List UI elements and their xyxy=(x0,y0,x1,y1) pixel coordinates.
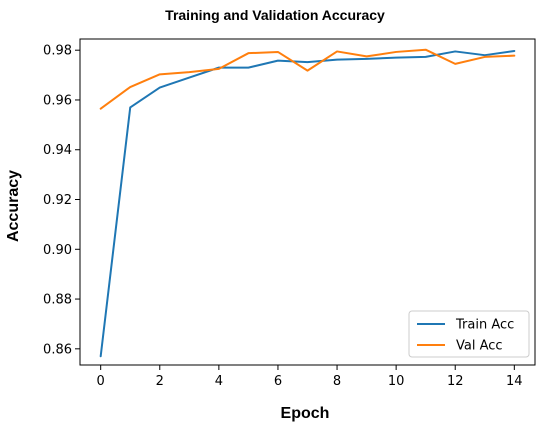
legend-label-0: Train Acc xyxy=(455,318,514,333)
y-tick-label: 0.92 xyxy=(43,193,72,208)
x-tick-label: 14 xyxy=(506,374,523,389)
x-tick-label: 4 xyxy=(215,374,223,389)
y-tick-label: 0.94 xyxy=(43,143,72,158)
x-axis-title: Epoch xyxy=(281,405,330,422)
x-tick-label: 0 xyxy=(97,374,105,389)
series-line-0 xyxy=(99,49,516,358)
legend-label-1: Val Acc xyxy=(456,339,503,354)
series-line-1 xyxy=(99,48,516,110)
axes: 0 2 4 6 8 10 12 14 0.86 0.88 0.90 0.92 0.94 0.96 0.98 xyxy=(43,38,536,389)
series-layer xyxy=(99,48,516,358)
x-tick-label: 10 xyxy=(388,374,405,389)
y-tick-label: 0.96 xyxy=(43,93,72,108)
y-tick-label: 0.98 xyxy=(43,44,72,59)
y-tick-label: 0.90 xyxy=(43,243,72,258)
chart-title: Training and Validation Accuracy xyxy=(165,7,385,23)
x-tick-label: 12 xyxy=(447,374,464,389)
plot-frame xyxy=(79,38,536,366)
legend: Train Acc Val Acc xyxy=(408,310,530,358)
y-tick-label: 0.86 xyxy=(43,342,72,357)
x-tick-label: 6 xyxy=(274,374,282,389)
x-tick-label: 8 xyxy=(333,374,341,389)
y-axis-title: Accuracy xyxy=(5,170,22,242)
x-tick-label: 2 xyxy=(156,374,164,389)
y-tick-label: 0.88 xyxy=(43,293,72,308)
